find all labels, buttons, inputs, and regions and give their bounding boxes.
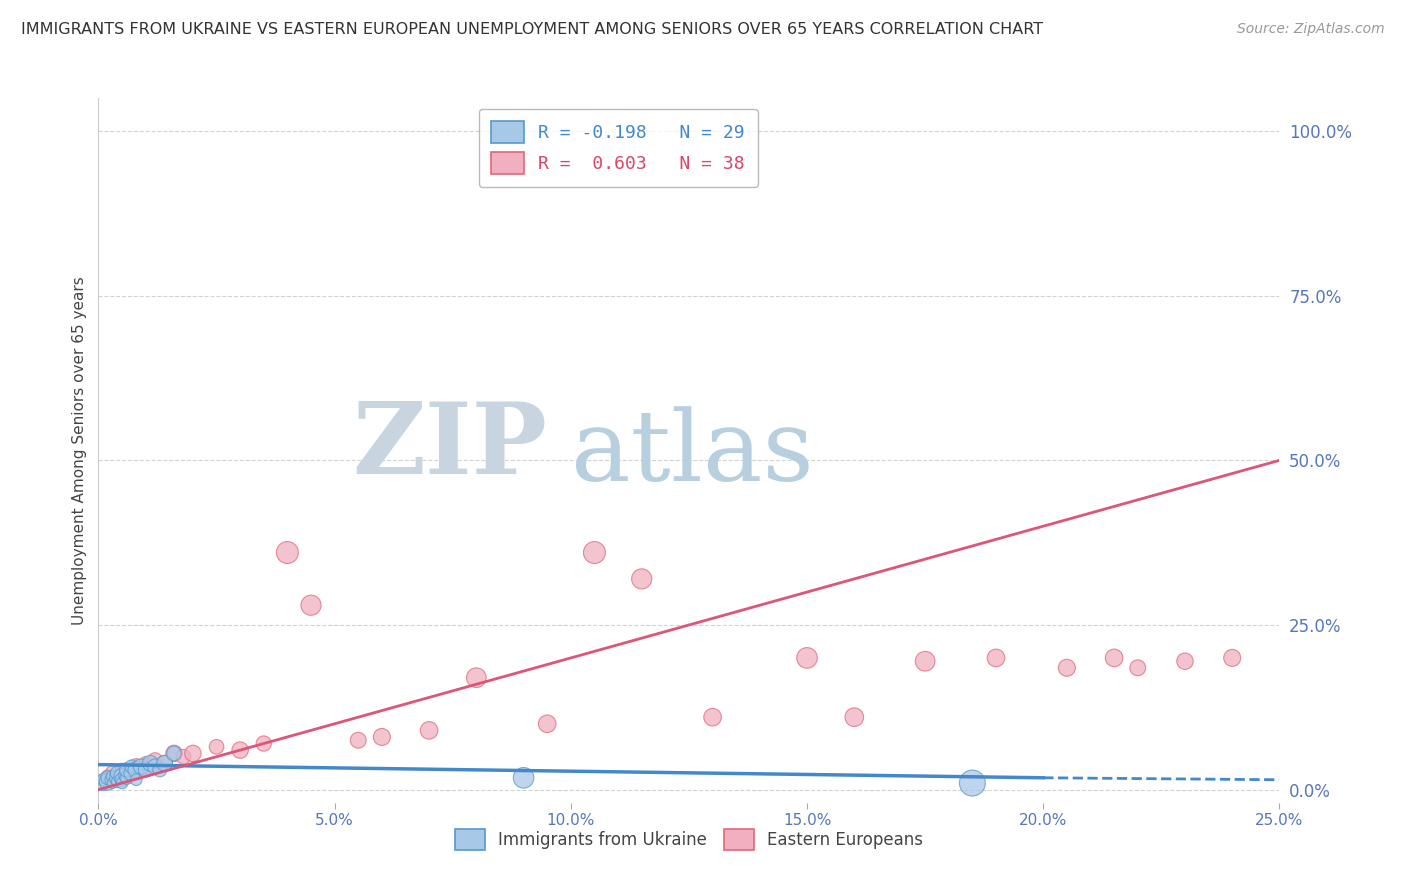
Point xyxy=(139,756,162,771)
Point xyxy=(97,771,120,785)
Point xyxy=(163,747,186,761)
Point xyxy=(149,763,172,777)
Point xyxy=(299,599,322,613)
Point xyxy=(276,545,298,559)
Point xyxy=(115,771,138,785)
Point xyxy=(101,769,124,783)
Point xyxy=(630,572,652,586)
Point xyxy=(111,763,134,777)
Point xyxy=(135,763,157,777)
Point xyxy=(347,733,370,747)
Point xyxy=(371,730,394,744)
Point xyxy=(111,769,134,783)
Point xyxy=(125,759,148,773)
Point xyxy=(844,710,866,724)
Point xyxy=(111,772,134,787)
Point xyxy=(583,545,606,559)
Point xyxy=(181,747,204,761)
Point xyxy=(129,759,152,773)
Point xyxy=(536,716,558,731)
Point xyxy=(702,710,724,724)
Text: atlas: atlas xyxy=(571,406,814,502)
Point xyxy=(97,774,120,789)
Point xyxy=(418,723,440,738)
Point xyxy=(121,766,143,780)
Point xyxy=(163,747,186,761)
Point xyxy=(105,771,128,785)
Point xyxy=(105,766,128,780)
Point xyxy=(125,763,148,777)
Point xyxy=(105,772,128,787)
Point xyxy=(91,776,114,790)
Legend: Immigrants from Ukraine, Eastern Europeans: Immigrants from Ukraine, Eastern Europea… xyxy=(447,821,931,858)
Point xyxy=(1220,651,1243,665)
Point xyxy=(115,763,138,777)
Point xyxy=(97,769,120,783)
Point xyxy=(101,776,124,790)
Point xyxy=(129,763,152,777)
Point xyxy=(253,737,276,751)
Point xyxy=(229,743,252,757)
Point xyxy=(512,771,534,785)
Y-axis label: Unemployment Among Seniors over 65 years: Unemployment Among Seniors over 65 years xyxy=(72,277,87,624)
Point xyxy=(962,776,984,790)
Point xyxy=(101,772,124,787)
Point xyxy=(914,654,936,668)
Point xyxy=(121,766,143,780)
Point xyxy=(91,772,114,787)
Point xyxy=(984,651,1007,665)
Point xyxy=(465,671,488,685)
Text: ZIP: ZIP xyxy=(353,399,547,495)
Point xyxy=(796,651,818,665)
Point xyxy=(1102,651,1125,665)
Point xyxy=(115,769,138,783)
Point xyxy=(91,772,114,787)
Text: IMMIGRANTS FROM UKRAINE VS EASTERN EUROPEAN UNEMPLOYMENT AMONG SENIORS OVER 65 Y: IMMIGRANTS FROM UKRAINE VS EASTERN EUROP… xyxy=(21,22,1043,37)
Point xyxy=(105,774,128,789)
Text: Source: ZipAtlas.com: Source: ZipAtlas.com xyxy=(1237,22,1385,37)
Point xyxy=(125,772,148,787)
Point xyxy=(153,756,176,771)
Point xyxy=(121,759,143,773)
Point xyxy=(172,749,194,764)
Point xyxy=(139,759,162,773)
Point xyxy=(1126,661,1149,675)
Point xyxy=(111,776,134,790)
Point xyxy=(153,756,176,771)
Point xyxy=(143,753,166,767)
Point xyxy=(1174,654,1197,668)
Point xyxy=(143,759,166,773)
Point xyxy=(101,766,124,780)
Point xyxy=(115,768,138,782)
Point xyxy=(1056,661,1078,675)
Point xyxy=(205,739,228,754)
Point xyxy=(135,756,157,771)
